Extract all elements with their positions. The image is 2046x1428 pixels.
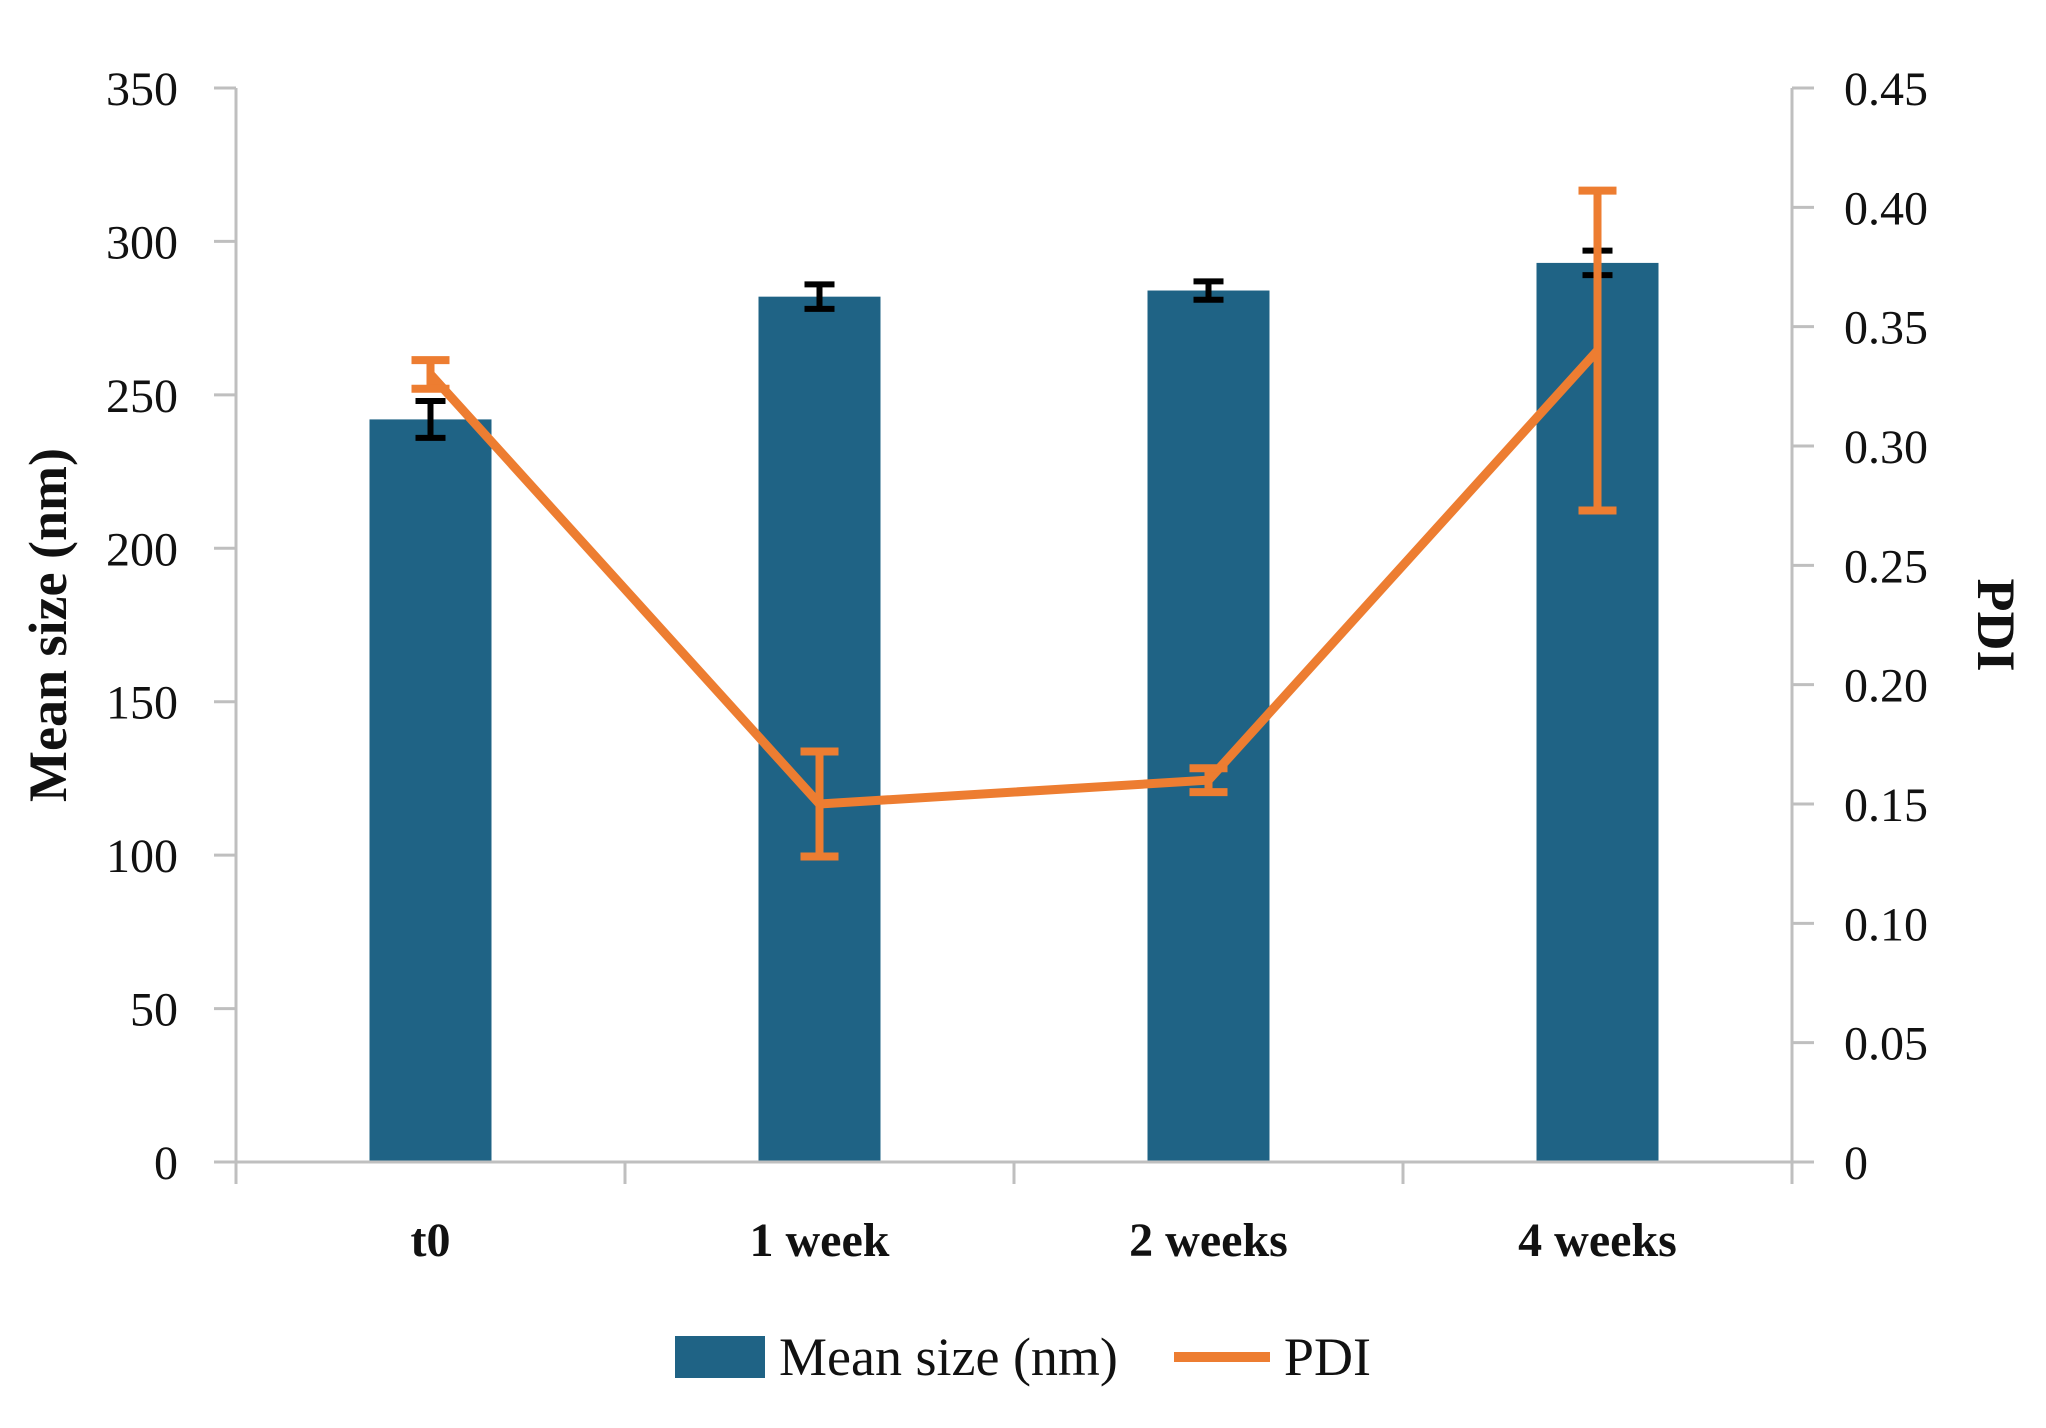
- right-axis-tick-label: 0.20: [1844, 660, 1928, 713]
- left-axis-tick-label: 200: [106, 523, 178, 576]
- left-axis-tick-label: 350: [106, 63, 178, 116]
- left-axis-tick-label: 250: [106, 370, 178, 423]
- left-axis-tick-label: 50: [130, 984, 178, 1037]
- left-axis-tick-label: 100: [106, 830, 178, 883]
- right-axis-tick-label: 0.35: [1844, 302, 1928, 355]
- x-category-label-4-weeks: 4 weeks: [1518, 1214, 1677, 1267]
- left-axis-tick-label: 150: [106, 677, 178, 730]
- left-axis-title: Mean size (nm): [18, 448, 78, 802]
- right-axis-tick-label: 0: [1844, 1137, 1868, 1190]
- right-axis-tick-label: 0.15: [1844, 779, 1928, 832]
- legend-label-mean-size: Mean size (nm): [779, 1327, 1118, 1387]
- bar-2-weeks: [1147, 290, 1270, 1162]
- left-axis-tick-label: 0: [154, 1137, 178, 1190]
- legend-label-pdi: PDI: [1283, 1327, 1371, 1387]
- bar-t0: [369, 419, 492, 1162]
- right-axis-tick-label: 0.25: [1844, 540, 1928, 593]
- left-axis-tick-label: 300: [106, 216, 178, 269]
- x-category-label-2-weeks: 2 weeks: [1129, 1214, 1288, 1267]
- right-axis-tick-label: 0.05: [1844, 1018, 1928, 1071]
- legend-item-pdi: PDI: [1173, 1326, 1371, 1388]
- x-category-label-1-week: 1 week: [750, 1214, 890, 1267]
- pdi-line: [427, 347, 1601, 809]
- right-axis-tick-label: 0.10: [1844, 898, 1928, 951]
- legend: Mean size (nm) PDI: [0, 1326, 2046, 1388]
- right-axis-title: PDI: [1966, 578, 2026, 672]
- legend-bar-swatch: [675, 1336, 766, 1378]
- right-axis-tick-label: 0.40: [1844, 182, 1928, 235]
- right-axis-tick-label: 0.30: [1844, 421, 1928, 474]
- bar-1-week: [758, 296, 881, 1163]
- x-category-label-t0: t0: [411, 1214, 451, 1267]
- legend-line-swatch: [1173, 1352, 1270, 1362]
- legend-item-mean-size: Mean size (nm): [675, 1326, 1118, 1388]
- right-axis-tick-label: 0.45: [1844, 63, 1928, 116]
